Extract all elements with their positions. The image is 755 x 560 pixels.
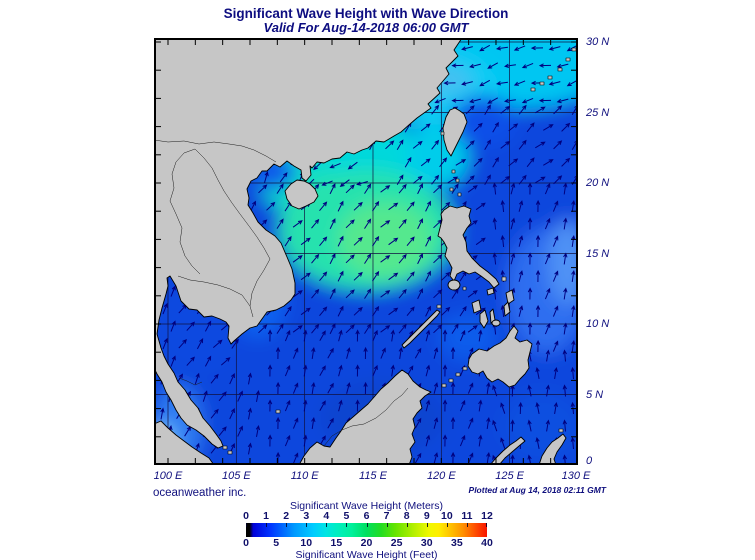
plotted-timestamp: Plotted at Aug 14, 2018 02:11 GMT [468,485,606,495]
palawan [401,309,441,349]
colorbar-gradient [246,523,487,537]
colorbar-notch [366,523,368,527]
country-borders [154,139,409,447]
colorbar-meters-tick: 1 [263,510,269,522]
lon-label: 110 E [290,470,319,482]
land-layer [154,38,577,465]
colorbar-notch [426,523,428,527]
colorbar-feet-tick: 40 [481,537,493,549]
mindanao [467,325,533,388]
colorbar-meters-tick: 5 [343,510,350,522]
colorbar-notch [286,523,288,527]
colorbar-feet-tick: 0 [243,537,249,549]
colorbar-feet-tick: 15 [330,537,343,549]
lat-label: 15 N [586,247,610,260]
lat-label: 20 N [586,177,610,189]
sulawesi [489,436,526,465]
colorbar-notch [266,523,268,527]
page-subtitle: Valid For Aug-14-2018 06:00 GMT [263,20,469,35]
colorbar-meters-tick: 11 [461,510,473,522]
halmahera [538,433,567,465]
samar [505,289,515,305]
map-canvas [154,38,578,465]
colorbar-notch [386,523,388,527]
colorbar-meters-tick: 8 [403,510,410,522]
lon-label: 130 E [561,470,591,482]
page-title: Significant Wave Height with Wave Direct… [223,6,509,21]
colorbar-notch [446,523,448,527]
frame-ticks [156,40,576,463]
colorbar-feet-tick: 20 [360,537,373,549]
colorbar-meters-tick: 10 [440,510,453,522]
colorbar-meters-tick: 7 [383,510,390,522]
colorbar-meters-tick: 0 [243,510,249,522]
colorbar-meters-tick: 3 [303,510,310,522]
colorbar-notch [246,523,247,527]
panay [471,299,482,314]
colorbar-meters-tick: 6 [363,510,370,522]
lat-label: 25 N [586,106,610,119]
colorbar-meters-label: Significant Wave Height (Meters) [289,500,444,512]
colorbar-feet-tick: 30 [420,537,433,549]
mindoro [447,279,461,291]
colorbar-notch [486,523,487,527]
colorbar-notch [326,523,328,527]
leyte [503,301,511,317]
colorbar-feet-tick: 35 [451,537,463,549]
wave-height-map [154,38,578,465]
lat-label: 5 N [586,388,604,401]
bohol [491,319,501,327]
colorbar-meters-tick: 12 [481,510,493,522]
lat-label: 0 [586,455,593,467]
colorbar-feet-tick: 5 [273,537,280,549]
taiwan [442,107,468,157]
colorbar-notch [406,523,408,527]
credit-text: oceanweather inc. [153,487,247,499]
colorbar-feet-tick: 25 [390,537,403,549]
mainland-asia [154,38,463,449]
luzon [437,205,500,289]
colorbar-meters-tick: 4 [323,510,330,522]
colorbar-notch [466,523,468,527]
lon-label: 115 E [359,470,387,482]
negros [479,309,489,329]
colorbar-notch [306,523,308,527]
small-islands [222,47,577,455]
lon-label: 120 E [426,470,456,482]
colorbar-meters-tick: 9 [423,510,430,522]
colorbar-meters-tick: 2 [283,510,290,522]
hainan [284,179,319,210]
lat-label: 30 N [586,36,610,48]
lat-label: 10 N [586,318,610,330]
masbate [486,287,495,296]
map-frame [154,38,578,465]
borneo [298,369,432,465]
colorbar-feet-tick: 10 [300,537,313,549]
lon-label: 100 E [153,470,183,482]
lon-label: 105 E [221,470,251,482]
sumatra [154,420,215,465]
colorbar-feet-label: Significant Wave Height (Feet) [295,549,438,560]
lon-label: 125 E [495,470,525,482]
colorbar-notch [346,523,348,527]
